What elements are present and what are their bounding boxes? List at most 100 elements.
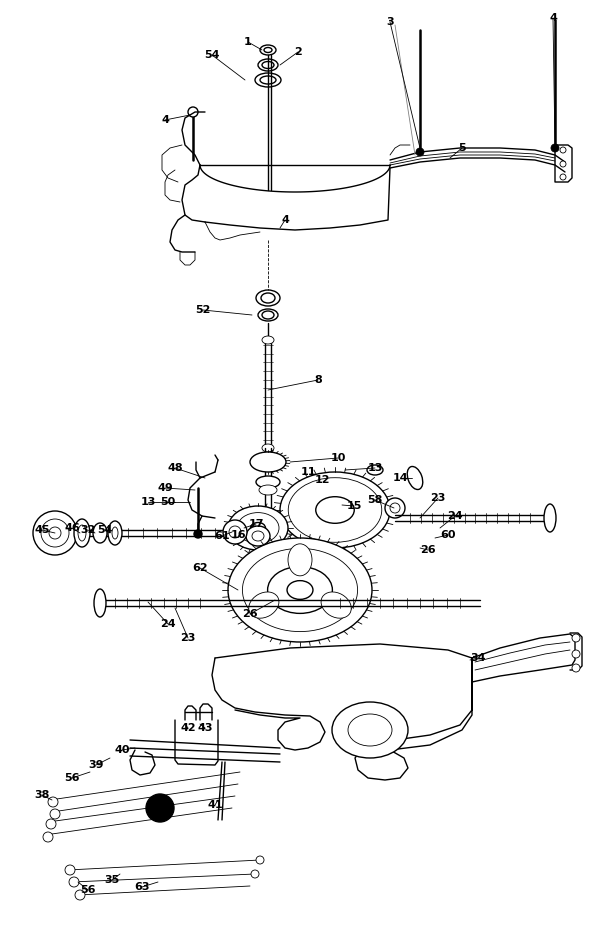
Text: 40: 40 xyxy=(114,745,130,755)
Ellipse shape xyxy=(332,702,408,758)
Ellipse shape xyxy=(249,592,279,618)
Ellipse shape xyxy=(260,45,276,55)
Circle shape xyxy=(43,832,53,842)
Ellipse shape xyxy=(223,520,247,544)
Circle shape xyxy=(33,511,77,555)
Ellipse shape xyxy=(260,76,276,84)
Ellipse shape xyxy=(367,465,383,475)
Text: 35: 35 xyxy=(104,875,120,885)
Ellipse shape xyxy=(112,527,118,539)
Text: 50: 50 xyxy=(160,497,176,507)
Ellipse shape xyxy=(256,476,280,488)
Text: 52: 52 xyxy=(195,305,211,315)
Text: 4: 4 xyxy=(281,215,289,225)
Ellipse shape xyxy=(228,506,288,550)
Text: 62: 62 xyxy=(192,563,208,573)
Text: 4: 4 xyxy=(161,115,169,125)
Text: 48: 48 xyxy=(167,463,183,473)
Text: 13: 13 xyxy=(140,497,156,507)
Text: 32: 32 xyxy=(80,525,96,535)
Text: 46: 46 xyxy=(64,523,80,533)
Ellipse shape xyxy=(74,519,90,547)
Ellipse shape xyxy=(94,589,106,617)
Ellipse shape xyxy=(316,497,354,523)
Ellipse shape xyxy=(78,525,86,541)
Circle shape xyxy=(572,650,580,658)
Text: 43: 43 xyxy=(197,723,213,733)
Ellipse shape xyxy=(287,580,313,599)
Text: 61: 61 xyxy=(214,531,230,541)
Ellipse shape xyxy=(264,48,272,52)
Ellipse shape xyxy=(251,522,266,534)
Text: 42: 42 xyxy=(180,723,196,733)
Circle shape xyxy=(416,148,424,156)
Ellipse shape xyxy=(229,526,241,538)
Circle shape xyxy=(551,144,559,152)
Text: 34: 34 xyxy=(470,653,486,663)
Circle shape xyxy=(572,634,580,642)
Ellipse shape xyxy=(321,592,351,618)
Ellipse shape xyxy=(280,472,390,548)
Ellipse shape xyxy=(385,498,405,518)
Ellipse shape xyxy=(268,566,332,613)
Ellipse shape xyxy=(93,523,107,543)
Text: 56: 56 xyxy=(64,773,80,783)
Text: 4: 4 xyxy=(549,13,557,23)
Text: 11: 11 xyxy=(300,467,316,477)
Ellipse shape xyxy=(108,521,122,545)
Circle shape xyxy=(560,161,566,167)
Ellipse shape xyxy=(348,714,392,746)
Text: 14: 14 xyxy=(392,473,408,483)
Text: 3: 3 xyxy=(386,17,394,27)
Ellipse shape xyxy=(250,452,286,472)
Text: 23: 23 xyxy=(181,633,196,643)
Circle shape xyxy=(560,147,566,153)
Ellipse shape xyxy=(289,477,382,542)
Circle shape xyxy=(188,107,198,117)
Text: 12: 12 xyxy=(314,475,330,485)
Ellipse shape xyxy=(262,311,274,319)
Circle shape xyxy=(65,865,75,875)
Ellipse shape xyxy=(261,293,275,303)
Text: 49: 49 xyxy=(157,483,173,493)
Text: 23: 23 xyxy=(430,493,445,503)
Ellipse shape xyxy=(288,544,312,576)
Text: 56: 56 xyxy=(80,885,96,895)
Circle shape xyxy=(48,797,58,807)
Ellipse shape xyxy=(237,513,279,544)
Ellipse shape xyxy=(262,444,274,452)
Circle shape xyxy=(41,519,69,547)
Text: 60: 60 xyxy=(440,530,455,540)
Ellipse shape xyxy=(252,531,264,541)
Ellipse shape xyxy=(407,466,423,490)
Text: 41: 41 xyxy=(207,800,223,810)
Circle shape xyxy=(572,664,580,672)
Text: 26: 26 xyxy=(420,545,436,555)
Text: 24: 24 xyxy=(160,619,176,629)
Circle shape xyxy=(50,809,60,819)
Text: 24: 24 xyxy=(447,511,463,521)
Circle shape xyxy=(146,794,174,822)
Circle shape xyxy=(194,530,202,538)
Circle shape xyxy=(560,174,566,180)
Circle shape xyxy=(49,527,61,539)
Circle shape xyxy=(251,870,259,878)
Ellipse shape xyxy=(255,73,281,87)
Text: 15: 15 xyxy=(346,501,362,511)
Text: 63: 63 xyxy=(135,882,150,892)
Ellipse shape xyxy=(258,59,278,71)
Circle shape xyxy=(75,890,85,900)
Text: 13: 13 xyxy=(368,463,383,473)
Ellipse shape xyxy=(262,62,274,68)
Ellipse shape xyxy=(544,504,556,532)
Ellipse shape xyxy=(246,526,270,546)
Text: 10: 10 xyxy=(330,453,346,463)
Ellipse shape xyxy=(259,485,277,495)
Circle shape xyxy=(69,877,79,887)
Text: 26: 26 xyxy=(242,609,258,619)
Ellipse shape xyxy=(258,309,278,321)
Text: 1: 1 xyxy=(244,37,252,47)
Text: 2: 2 xyxy=(294,47,302,57)
Circle shape xyxy=(46,819,56,829)
Ellipse shape xyxy=(256,290,280,306)
